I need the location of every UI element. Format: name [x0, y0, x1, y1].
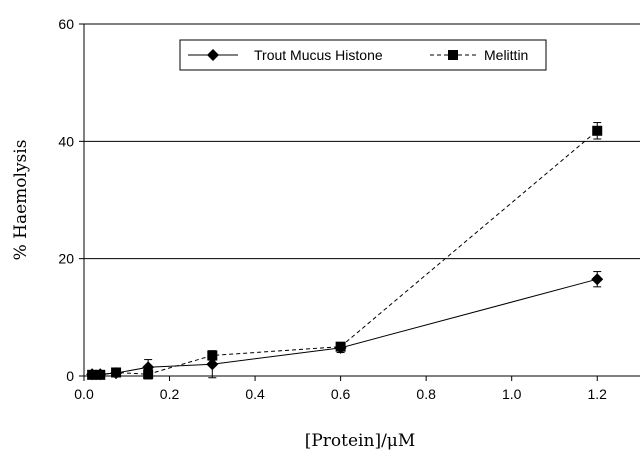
- x-tick-label-3: 0.6: [331, 386, 351, 402]
- x-tick-label-4: 0.8: [416, 386, 436, 402]
- legend: Trout Mucus Histone Melittin: [179, 39, 547, 71]
- legend-box: [179, 39, 547, 71]
- series-line-0: [92, 278, 598, 375]
- series-1: [87, 122, 603, 380]
- x-tick-label-2: 0.4: [245, 386, 265, 402]
- series-line-1: [92, 130, 598, 376]
- data-point-1-3: [143, 369, 154, 380]
- series-0: [86, 271, 604, 381]
- data-point-1-1: [95, 369, 106, 380]
- legend-marker-0: [207, 49, 219, 61]
- legend-marker-1: [448, 50, 458, 60]
- y-tick-label-1: 20: [58, 251, 74, 267]
- gridlines: [84, 23, 640, 260]
- y-tick-label-0: 0: [66, 368, 74, 384]
- data-point-1-0: [87, 369, 98, 380]
- x-axis-title: [Protein]/μM: [305, 431, 416, 451]
- data-point-1-4: [207, 350, 218, 361]
- data-point-0-4: [206, 358, 219, 371]
- series-layer: [86, 122, 604, 381]
- legend-label-0: Trout Mucus Histone: [254, 47, 383, 63]
- legend-label-1: Melittin: [484, 47, 528, 63]
- data-point-1-2: [111, 367, 122, 378]
- x-tick-label-0: 0.0: [74, 386, 94, 402]
- x-tick-label-1: 0.2: [160, 386, 180, 402]
- x-tick-label-6: 1.2: [587, 386, 607, 402]
- tick-labels: 0 20 40 60 0.0 0.2 0.4 0.6 0.8 1.0 1.2: [58, 16, 607, 402]
- axes: [79, 23, 640, 381]
- y-tick-label-3: 60: [58, 16, 74, 32]
- data-point-0-6: [591, 273, 604, 286]
- x-tick-label-5: 1.0: [502, 386, 522, 402]
- data-point-1-5: [335, 341, 346, 352]
- data-point-1-6: [592, 125, 603, 136]
- y-axis-title: % Haemolysis: [11, 140, 31, 261]
- y-tick-label-2: 40: [58, 133, 74, 149]
